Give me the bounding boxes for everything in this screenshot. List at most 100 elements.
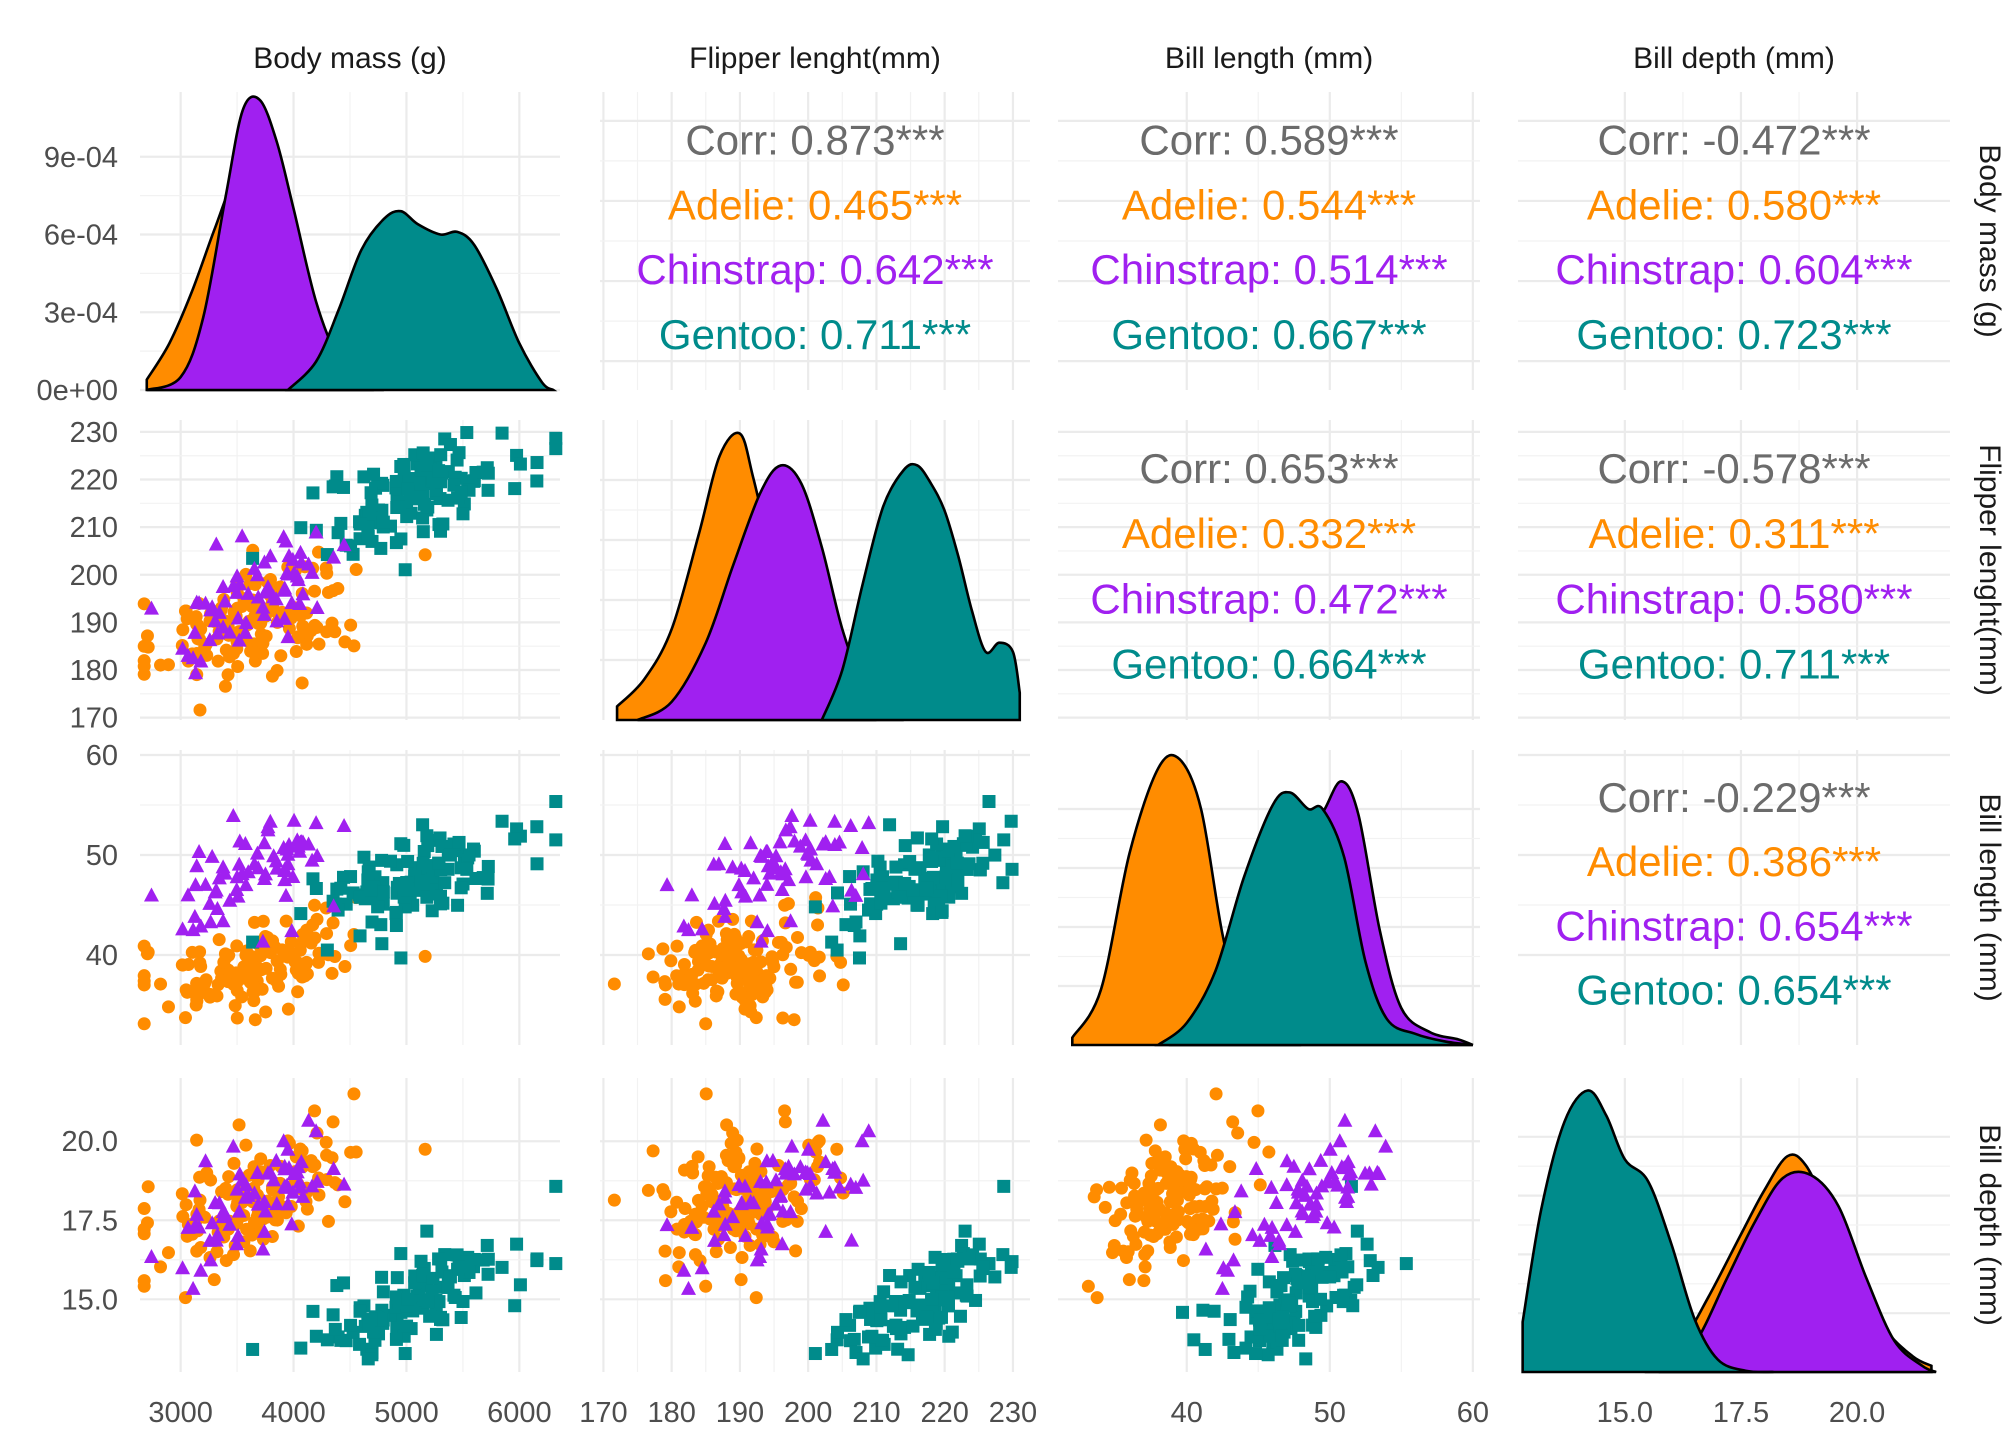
point-chinstrap: [276, 1133, 292, 1148]
point-adelie: [767, 960, 781, 974]
point-chinstrap: [280, 1196, 296, 1211]
point-gentoo: [1239, 1300, 1253, 1314]
point-adelie: [812, 950, 826, 964]
strip-top-label: Bill length (mm): [1165, 42, 1373, 75]
point-adelie: [270, 974, 284, 988]
point-adelie: [1262, 1145, 1276, 1159]
point-gentoo: [808, 900, 822, 914]
point-gentoo: [334, 1333, 348, 1347]
point-chinstrap: [809, 1185, 825, 1200]
point-gentoo: [825, 935, 839, 949]
point-chinstrap: [198, 595, 214, 610]
point-chinstrap: [309, 848, 325, 863]
point-gentoo: [1261, 1348, 1275, 1362]
point-adelie: [658, 992, 672, 1006]
point-chinstrap: [209, 900, 225, 915]
panel-grid-0-2: [1058, 92, 1480, 390]
point-adelie: [221, 668, 235, 682]
point-adelie: [308, 1104, 322, 1118]
point-gentoo: [375, 937, 389, 951]
point-adelie: [834, 955, 848, 969]
point-adelie: [778, 1104, 792, 1118]
point-adelie: [239, 1138, 253, 1152]
point-gentoo: [898, 1296, 912, 1310]
x-tick-label: 17.5: [1713, 1397, 1769, 1429]
point-chinstrap: [1220, 1262, 1236, 1277]
point-chinstrap: [229, 881, 245, 896]
point-gentoo: [894, 1275, 908, 1289]
point-adelie: [1226, 1215, 1240, 1229]
point-adelie: [137, 1017, 151, 1031]
point-adelie: [754, 1165, 768, 1179]
point-gentoo: [1176, 1305, 1190, 1319]
point-chinstrap: [292, 843, 308, 858]
point-gentoo: [309, 1329, 323, 1343]
point-gentoo: [1249, 1347, 1263, 1361]
point-gentoo: [973, 863, 987, 877]
point-adelie: [1141, 1244, 1155, 1258]
point-gentoo: [1292, 1333, 1306, 1347]
point-gentoo: [953, 1309, 967, 1323]
point-gentoo: [374, 918, 388, 932]
point-adelie: [776, 1214, 790, 1228]
point-chinstrap: [280, 629, 296, 644]
point-chinstrap: [256, 835, 272, 850]
point-adelie: [1139, 1133, 1153, 1147]
point-gentoo: [481, 1252, 495, 1266]
x-tick-label: 50: [1314, 1397, 1346, 1429]
point-gentoo: [390, 1271, 404, 1285]
point-chinstrap: [187, 1183, 203, 1198]
point-gentoo: [901, 1348, 915, 1362]
point-chinstrap: [1245, 1227, 1261, 1242]
point-adelie: [212, 933, 226, 947]
point-adelie: [658, 1274, 672, 1288]
point-chinstrap: [262, 548, 278, 563]
point-gentoo: [1251, 1262, 1265, 1276]
scatter-panel-2-1: [607, 795, 1019, 1031]
point-adelie: [664, 1205, 678, 1219]
point-chinstrap: [1334, 1159, 1350, 1174]
point-chinstrap: [1264, 1249, 1280, 1264]
point-chinstrap: [738, 1227, 754, 1242]
corr-text-adelie: Adelie: 0.311***: [1588, 510, 1879, 557]
x-tick-label: 20.0: [1829, 1397, 1885, 1429]
point-adelie: [199, 973, 213, 987]
point-gentoo: [1302, 1280, 1316, 1294]
point-adelie: [1176, 1254, 1190, 1268]
point-adelie: [778, 898, 792, 912]
point-adelie: [243, 975, 257, 989]
point-gentoo: [246, 551, 260, 565]
point-adelie: [699, 1087, 713, 1101]
point-gentoo: [454, 1310, 468, 1324]
point-gentoo: [1282, 1296, 1296, 1310]
point-adelie: [243, 1244, 257, 1258]
point-adelie: [1231, 1126, 1245, 1140]
point-gentoo: [510, 1237, 524, 1251]
point-chinstrap: [189, 858, 205, 873]
point-gentoo: [874, 1313, 888, 1327]
point-adelie: [836, 978, 850, 992]
point-adelie: [688, 994, 702, 1008]
point-chinstrap: [1288, 1195, 1304, 1210]
point-adelie: [181, 957, 195, 971]
point-chinstrap: [225, 1138, 241, 1153]
point-chinstrap: [234, 528, 250, 543]
point-gentoo: [947, 1265, 961, 1279]
point-chinstrap: [202, 895, 218, 910]
point-chinstrap: [229, 1181, 245, 1196]
y-tick-label: 50: [86, 840, 118, 872]
point-gentoo: [1196, 1303, 1210, 1317]
point-chinstrap: [268, 1152, 284, 1167]
x-tick-label: 180: [647, 1397, 695, 1429]
point-adelie: [279, 914, 293, 928]
point-gentoo: [398, 563, 412, 577]
point-chinstrap: [240, 1187, 256, 1202]
point-gentoo: [1262, 1275, 1276, 1289]
point-gentoo: [988, 1270, 1002, 1284]
point-chinstrap: [831, 834, 847, 849]
point-chinstrap: [336, 1176, 352, 1191]
point-gentoo: [874, 1301, 888, 1315]
point-gentoo: [910, 898, 924, 912]
point-chinstrap: [268, 853, 284, 868]
point-chinstrap: [716, 900, 732, 915]
